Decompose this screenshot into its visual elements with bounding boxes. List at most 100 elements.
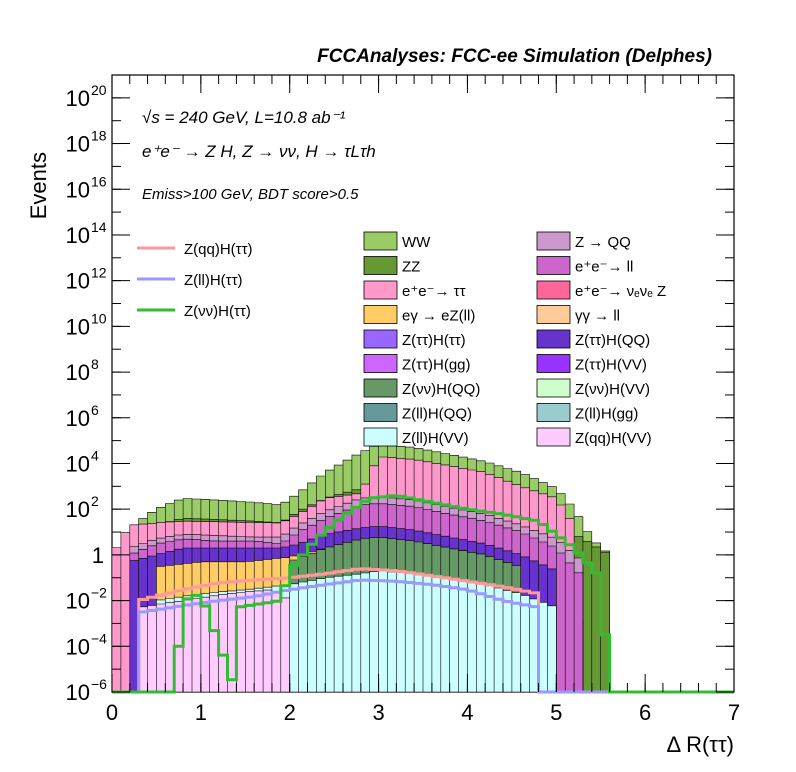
energy-annotation: √s = 240 GeV, L=10.8 ab⁻¹: [142, 108, 346, 127]
legend-swatch: [363, 378, 398, 398]
y-tick-exponent: 4: [91, 447, 99, 463]
legend-stack-entry: Z(νν)H(QQ): [363, 378, 480, 398]
y-tick-label: 10: [66, 177, 90, 202]
legend-label: Z(νν)H(QQ): [402, 381, 480, 398]
legend-label: Z(νν)H(VV): [575, 381, 650, 398]
y-tick-label: 10: [66, 314, 90, 339]
legend-label: Z(ll)H(QQ): [402, 406, 472, 423]
y-axis-label: Events: [26, 152, 51, 219]
y-tick-label: 10: [66, 634, 90, 659]
legend-stack-entry: e⁺e⁻→ νₑνₑ Z: [536, 280, 666, 300]
legend-stack-entry: ZZ: [363, 256, 420, 276]
legend-stack-entry: Z(ll)H(QQ): [363, 403, 472, 423]
legend-label: e⁺e⁻→ νₑνₑ Z: [575, 283, 666, 300]
legend-label: ZZ: [402, 259, 420, 276]
y-tick-label: 10: [66, 680, 90, 705]
y-tick-label: 10: [66, 589, 90, 614]
y-tick-label: 10: [66, 223, 90, 248]
y-tick-exponent: 14: [91, 219, 107, 235]
legend-stack-entry: e⁺e⁻→ ττ: [363, 280, 466, 300]
x-tick-label: 0: [106, 700, 118, 725]
x-tick-label: 6: [639, 700, 651, 725]
y-tick-label: 10: [66, 360, 90, 385]
legend-label: Z(ττ)H(VV): [575, 357, 647, 374]
legend-stack-entry: Z(ττ)H(gg): [363, 354, 471, 374]
legend-stack-entry: γγ → ll: [536, 305, 620, 325]
y-tick-label: 10: [66, 269, 90, 294]
legend-stack-entry: Z(ττ)H(ττ): [363, 329, 466, 349]
legend-stack-entry: Z(νν)H(VV): [536, 378, 650, 398]
legend-swatch: [536, 427, 571, 447]
x-tick-label: 7: [728, 700, 740, 725]
legend-label: Z → QQ: [575, 234, 631, 251]
legend-signal-entry: Z(qq)H(ττ): [137, 241, 253, 258]
legend-label: Z(ττ)H(ττ): [402, 332, 466, 349]
legend-stack: WW Z → QQ ZZ e⁺e⁻→ ll e⁺e⁻→ ττ e⁺e⁻→ νₑνₑ Z eγ…: [363, 231, 666, 447]
x-tick-label: 3: [372, 700, 384, 725]
legend-swatch: [363, 329, 398, 349]
legend-stack-entry: Z(ττ)H(QQ): [536, 329, 650, 349]
legend-swatch: [536, 378, 571, 398]
x-tick-label: 1: [195, 700, 207, 725]
y-tick-exponent: 10: [91, 310, 107, 326]
signal-line-2: [112, 578, 734, 694]
legend-signal-entry: Z(νν)H(ττ): [137, 303, 251, 320]
y-tick-exponent: −2: [91, 585, 107, 601]
y-tick-exponent: −6: [91, 676, 107, 692]
y-tick-exponent: 12: [91, 265, 107, 281]
stack-layer-10: [138, 589, 290, 693]
x-tick-label: 2: [284, 700, 296, 725]
legend-swatch: [536, 354, 571, 373]
signal-group: [112, 494, 734, 694]
y-tick-exponent: 8: [91, 356, 99, 372]
y-tick-exponent: 2: [91, 493, 99, 509]
legend-label: γγ → ll: [575, 308, 620, 325]
legend-swatch: [536, 231, 571, 251]
y-tick-label: 10: [66, 132, 90, 157]
x-axis-label: Δ R(ττ): [666, 732, 734, 757]
legend-label: Z(ll)H(VV): [402, 430, 469, 447]
y-tick-label: 10: [66, 497, 90, 522]
y-tick-exponent: −4: [91, 630, 107, 646]
legend-swatch: [363, 231, 398, 251]
legend-label: Z(νν)H(ττ): [184, 303, 251, 320]
legend-label: Z(ll)H(gg): [575, 406, 638, 423]
legend-stack-entry: Z → QQ: [536, 231, 631, 251]
legend-swatch: [363, 354, 398, 373]
chart-title: FCCAnalyses: FCC-ee Simulation (Delphes): [317, 46, 712, 67]
legend-swatch: [363, 280, 398, 300]
y-tick-exponent: 18: [91, 128, 107, 144]
legend-stack-entry: eγ → eZ(ll): [363, 305, 475, 325]
y-tick-exponent: 16: [91, 173, 107, 189]
y-tick-label: 10: [66, 451, 90, 476]
process-annotation: e⁺e⁻ → Z H, Z → νν, H → τLτh: [142, 142, 376, 161]
y-tick-exponent: 6: [91, 402, 99, 418]
legend-stack-entry: Z(ll)H(VV): [363, 427, 469, 447]
cuts-annotation: Emiss>100 GeV, BDT score>0.5: [142, 186, 359, 203]
legend-swatch: [536, 280, 571, 300]
legend-swatch: [363, 403, 398, 422]
legend-swatch: [363, 256, 398, 275]
legend-label: Z(qq)H(VV): [575, 430, 652, 447]
legend-swatch: [536, 329, 571, 349]
legend-swatch: [363, 427, 398, 447]
legend-stack-entry: Z(qq)H(VV): [536, 427, 652, 447]
legend-label: Z(ll)H(ττ): [184, 272, 243, 289]
legend-label: eγ → eZ(ll): [402, 308, 475, 325]
x-tick-label: 5: [550, 700, 562, 725]
legend-label: Z(ττ)H(gg): [402, 357, 471, 374]
legend-label: Z(qq)H(ττ): [184, 241, 253, 258]
legend-label: e⁺e⁻→ ll: [575, 259, 633, 276]
legend-label: WW: [402, 234, 431, 251]
legend-swatch: [536, 256, 571, 275]
legend-stack-entry: Z(ll)H(gg): [536, 403, 638, 423]
legend-signal-entry: Z(ll)H(ττ): [137, 272, 243, 289]
legend-swatch: [536, 403, 571, 422]
y-tick-exponent: 20: [91, 82, 107, 98]
legend-label: e⁺e⁻→ ττ: [402, 283, 466, 300]
legend-signal: Z(qq)H(ττ) Z(ll)H(ττ) Z(νν)H(ττ): [137, 241, 253, 320]
x-tick-label: 4: [461, 700, 473, 725]
